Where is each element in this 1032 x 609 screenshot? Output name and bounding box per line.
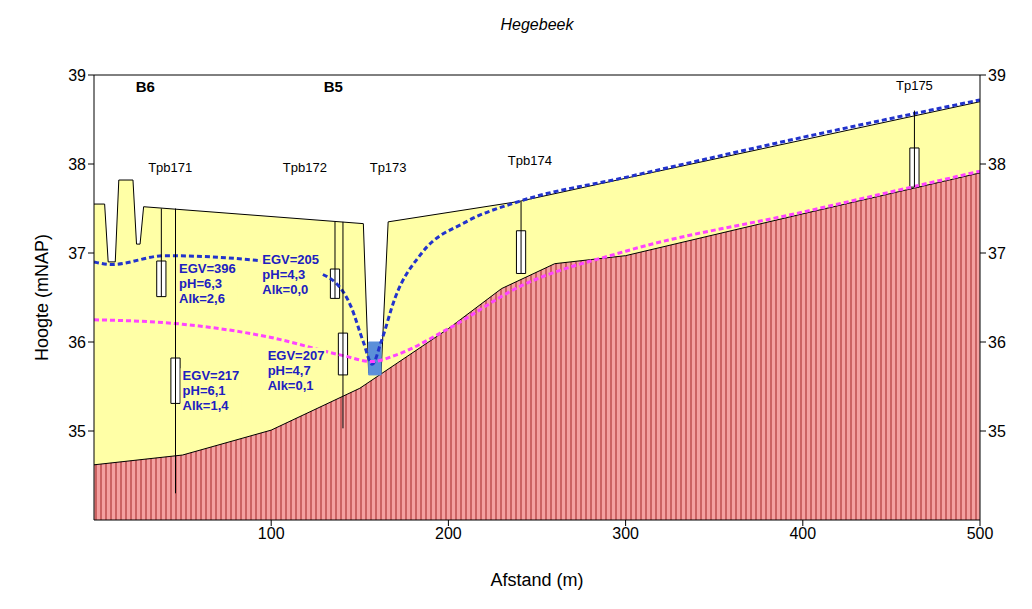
- svg-text:B6: B6: [136, 78, 155, 95]
- svg-text:EGV=205pH=4,3Alk=0,0: EGV=205pH=4,3Alk=0,0: [262, 252, 319, 297]
- svg-text:36: 36: [68, 334, 86, 351]
- svg-text:Tpb171: Tpb171: [148, 160, 192, 175]
- svg-text:39: 39: [68, 67, 86, 84]
- svg-text:Tpb172: Tpb172: [283, 160, 327, 175]
- svg-text:35: 35: [68, 423, 86, 440]
- html-text:Hegebeek: Hegebeek: [500, 16, 574, 33]
- svg-text:EGV=207pH=4,7Alk=0,1: EGV=207pH=4,7Alk=0,1: [268, 348, 325, 393]
- svg-text:400: 400: [789, 525, 816, 542]
- svg-text:B5: B5: [324, 78, 343, 95]
- svg-text:38: 38: [988, 156, 1006, 173]
- svg-text:200: 200: [435, 525, 462, 542]
- svg-text:EGV=217pH=6,1Alk=1,4: EGV=217pH=6,1Alk=1,4: [183, 368, 240, 413]
- svg-text:500: 500: [967, 525, 994, 542]
- svg-text:EGV=396pH=6,3Alk=2,6: EGV=396pH=6,3Alk=2,6: [179, 261, 236, 306]
- svg-text:39: 39: [988, 67, 1006, 84]
- svg-text:38: 38: [68, 156, 86, 173]
- svg-text:Tp175: Tp175: [896, 78, 933, 93]
- svg-text:100: 100: [258, 525, 285, 542]
- svg-text:36: 36: [988, 334, 1006, 351]
- svg-text:Hoogte (mNAP): Hoogte (mNAP): [32, 234, 52, 361]
- svg-text:37: 37: [68, 245, 86, 262]
- svg-text:Tp173: Tp173: [370, 160, 407, 175]
- svg-text:Tpb174: Tpb174: [508, 153, 552, 168]
- svg-text:Afstand (m): Afstand (m): [490, 570, 583, 590]
- svg-text:35: 35: [988, 423, 1006, 440]
- svg-text:37: 37: [988, 245, 1006, 262]
- svg-text:300: 300: [612, 525, 639, 542]
